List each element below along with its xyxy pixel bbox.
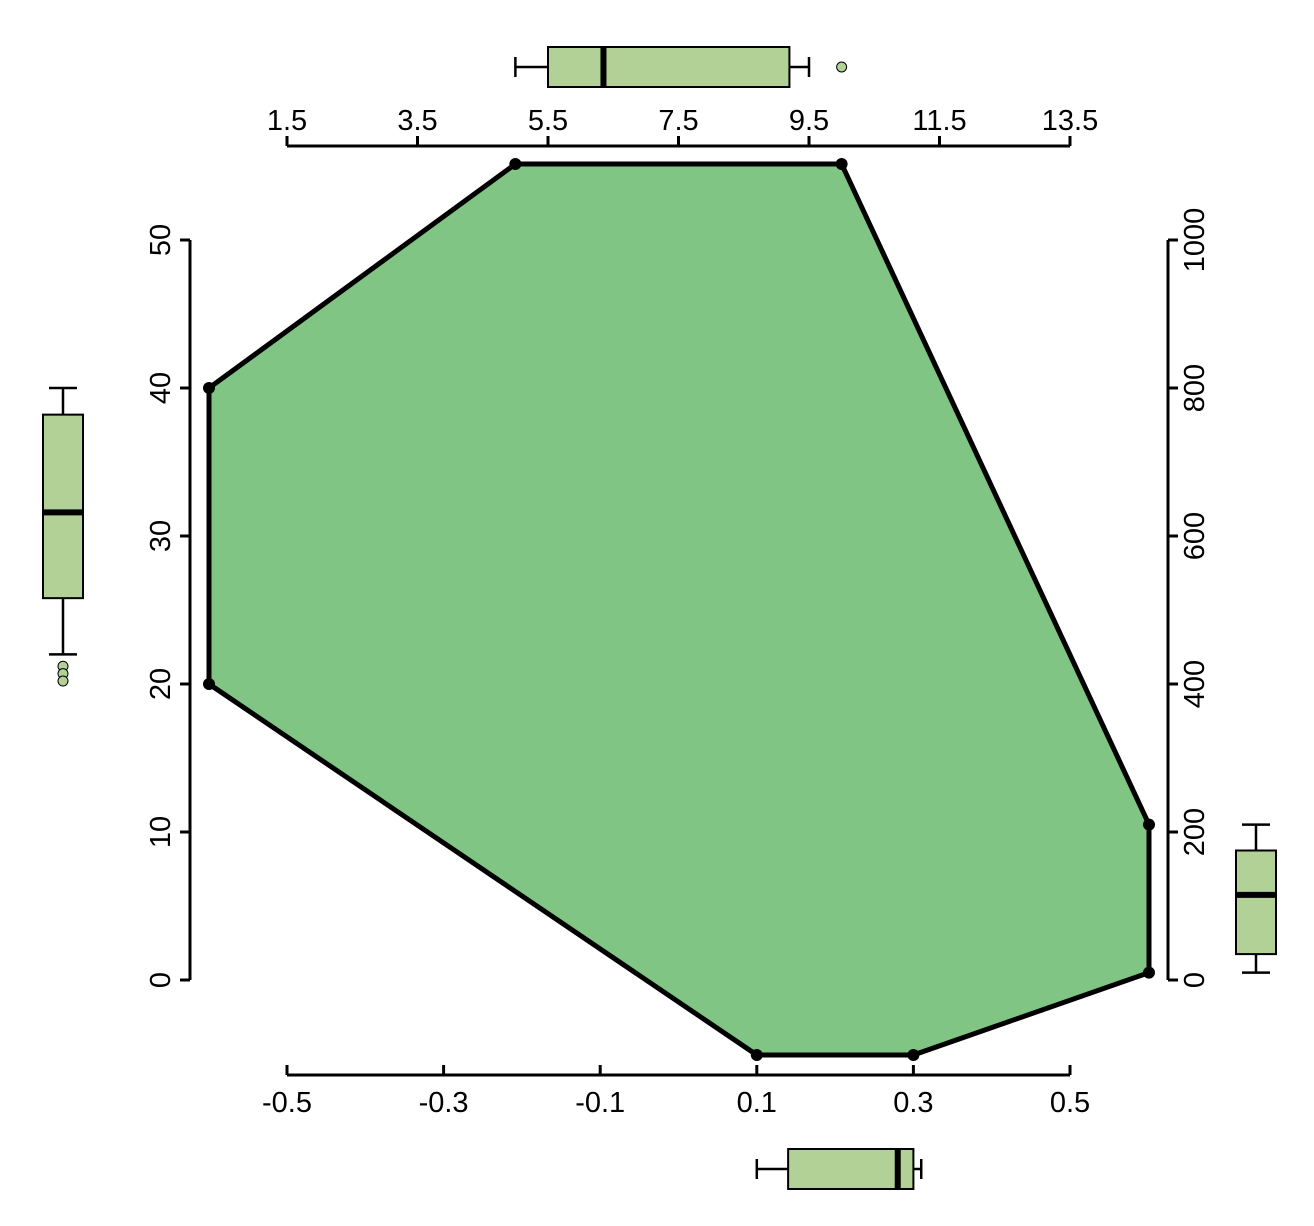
polygon-vertex [203, 678, 215, 690]
bottom-axis-tick-label: 0.1 [737, 1087, 777, 1119]
right-axis-tick-label: 800 [1179, 364, 1211, 412]
right-boxplot-box [1235, 849, 1277, 956]
top-axis-tick-label: 7.5 [658, 105, 698, 137]
polygon-vertex [907, 1049, 920, 1061]
bottom-axis-tick-label: 0.5 [1050, 1087, 1090, 1119]
left-axis-tick-label: 30 [145, 520, 177, 552]
polygon-vertex [1143, 966, 1155, 979]
polygon-vertex [750, 1049, 763, 1061]
right-axis-tick-label: 200 [1179, 808, 1211, 856]
left-axis-tick-label: 20 [145, 668, 177, 700]
bottom-axis-tick-label: -0.3 [419, 1087, 469, 1119]
top-axis-tick-label: 3.5 [397, 105, 437, 137]
top-axis-tick-label: 13.5 [1042, 105, 1098, 137]
polygon-vertex [203, 382, 215, 394]
left-boxplot-box [42, 413, 84, 600]
top-boxplot-box [547, 46, 791, 88]
bottom-axis-tick-label: 0.3 [893, 1087, 933, 1119]
polygon-vertex [1143, 818, 1155, 831]
bottom-axis-tick-label: -0.5 [262, 1087, 312, 1119]
top-axis-tick-label: 1.5 [267, 105, 307, 137]
left-boxplot-outlier [57, 675, 69, 687]
bottom-boxplot-box [787, 1148, 915, 1190]
polygon-vertex [509, 158, 522, 170]
right-axis-tick-label: 600 [1179, 512, 1211, 560]
right-axis-tick-label: 400 [1179, 660, 1211, 708]
data-polygon [206, 161, 1152, 1058]
left-axis-tick-label: 50 [145, 224, 177, 256]
left-axis-tick-label: 10 [145, 816, 177, 848]
top-axis-tick-label: 11.5 [912, 105, 966, 137]
polygon-vertex [835, 158, 848, 170]
left-axis-tick-label: 0 [145, 972, 177, 988]
top-axis-tick-label: 5.5 [528, 105, 568, 137]
left-axis-tick-label: 40 [145, 372, 177, 404]
top-axis-tick-label: 9.5 [789, 105, 829, 137]
right-axis-tick-label: 0 [1179, 972, 1211, 988]
right-axis-tick-label: 1000 [1179, 208, 1211, 273]
bottom-axis-tick-label: -0.1 [575, 1087, 625, 1119]
top-boxplot-outlier [836, 61, 848, 73]
